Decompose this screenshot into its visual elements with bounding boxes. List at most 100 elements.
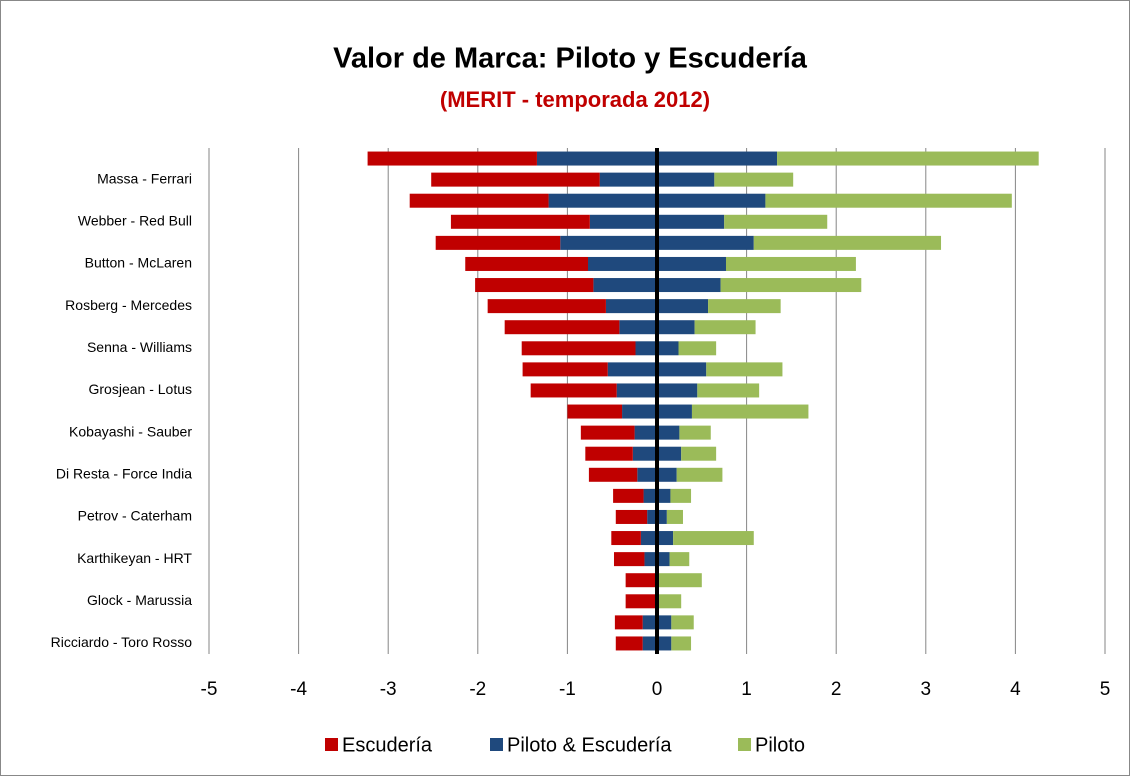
bar-escuderia <box>615 509 648 524</box>
bar-escuderia <box>611 531 641 546</box>
bar-piloto <box>670 488 692 503</box>
bar-piloto-escuderia <box>657 299 709 314</box>
bar-piloto-escuderia <box>599 172 657 187</box>
x-tick-label: 4 <box>1010 679 1021 700</box>
bar-escuderia <box>567 404 623 419</box>
y-tick-label: Massa - Ferrari <box>97 170 192 186</box>
bar-piloto-escuderia <box>657 214 725 229</box>
bar-piloto-escuderia <box>657 151 778 166</box>
bar-piloto-escuderia <box>635 341 657 356</box>
bar-piloto <box>694 320 756 335</box>
bar-piloto-escuderia <box>642 615 657 630</box>
x-tick-label: 2 <box>831 679 842 700</box>
bar-piloto-escuderia <box>657 531 674 546</box>
x-tick-label: -4 <box>290 679 307 700</box>
bar-piloto-escuderia <box>657 193 766 208</box>
bar-piloto-escuderia <box>548 193 657 208</box>
bar-piloto-escuderia <box>657 615 672 630</box>
bar-piloto <box>671 636 692 651</box>
bar-piloto-escuderia <box>657 341 679 356</box>
bar-escuderia <box>450 214 590 229</box>
bar-piloto-escuderia <box>616 383 657 398</box>
y-tick-label: Karthikeyan - HRT <box>77 550 192 566</box>
bar-piloto <box>724 214 828 229</box>
bar-piloto-escuderia <box>619 320 657 335</box>
bar-escuderia <box>585 446 633 461</box>
bar-escuderia <box>435 235 561 250</box>
bar-piloto-escuderia <box>642 636 657 651</box>
bar-piloto <box>673 531 754 546</box>
bar-escuderia <box>613 488 644 503</box>
x-tick-label: 3 <box>921 679 932 700</box>
bar-piloto-escuderia <box>632 446 657 461</box>
x-tick-label: 5 <box>1100 679 1111 700</box>
bar-piloto-escuderia <box>593 278 657 293</box>
bar-escuderia <box>504 320 620 335</box>
bar-piloto <box>671 615 694 630</box>
y-tick-label: Rosberg - Mercedes <box>65 297 192 313</box>
bar-piloto-escuderia <box>634 425 657 440</box>
bar-piloto-escuderia <box>657 172 715 187</box>
legend-label: Escudería <box>342 734 433 756</box>
bar-piloto-escuderia <box>657 362 707 377</box>
bar-piloto <box>777 151 1039 166</box>
bar-piloto-escuderia <box>643 488 657 503</box>
y-tick-label: Button - McLaren <box>85 255 192 271</box>
bar-piloto-escuderia <box>657 446 682 461</box>
legend-label: Piloto & Escudería <box>507 734 672 756</box>
bar-piloto-escuderia <box>657 509 667 524</box>
bar-piloto <box>679 425 711 440</box>
bar-piloto-escuderia <box>657 467 677 482</box>
bar-escuderia <box>625 594 657 609</box>
bar-piloto-escuderia <box>657 404 692 419</box>
y-tick-label: Ricciardo - Toro Rosso <box>51 634 193 650</box>
x-tick-label: -3 <box>380 679 397 700</box>
bar-piloto <box>657 573 702 588</box>
bar-escuderia <box>409 193 549 208</box>
x-tick-label: -2 <box>469 679 486 700</box>
y-tick-label: Kobayashi - Sauber <box>69 423 192 439</box>
bar-piloto <box>720 278 862 293</box>
bar-piloto-escuderia <box>657 425 680 440</box>
bar-escuderia <box>521 341 636 356</box>
x-tick-label: 0 <box>652 679 663 700</box>
bar-piloto-escuderia <box>589 214 657 229</box>
bar-escuderia <box>588 467 638 482</box>
chart-title: Valor de Marca: Piloto y Escudería <box>333 43 808 75</box>
bar-piloto-escuderia <box>647 509 657 524</box>
bar-piloto-escuderia <box>536 151 657 166</box>
y-tick-label: Glock - Marussia <box>87 592 192 608</box>
bar-escuderia <box>615 636 643 651</box>
bar-piloto <box>708 299 781 314</box>
bar-piloto <box>697 383 760 398</box>
bar-escuderia <box>367 151 537 166</box>
x-tick-label: 1 <box>741 679 752 700</box>
bar-piloto <box>691 404 809 419</box>
bar-escuderia <box>487 299 606 314</box>
bar-piloto <box>666 509 683 524</box>
y-tick-label: Di Resta - Force India <box>56 465 192 481</box>
bar-piloto <box>681 446 717 461</box>
bar-piloto-escuderia <box>607 362 657 377</box>
bar-piloto-escuderia <box>640 531 657 546</box>
bar-piloto-escuderia <box>657 383 698 398</box>
bar-piloto-escuderia <box>644 552 657 567</box>
bar-piloto <box>765 193 1012 208</box>
chart-subtitle: (MERIT - temporada 2012) <box>440 87 710 112</box>
bar-piloto-escuderia <box>637 467 657 482</box>
x-tick-label: -5 <box>201 679 218 700</box>
bar-piloto-escuderia <box>657 278 721 293</box>
bar-piloto <box>657 594 682 609</box>
x-tick-label: -1 <box>559 679 576 700</box>
legend-swatch <box>490 738 503 751</box>
bar-escuderia <box>580 425 635 440</box>
bar-piloto-escuderia <box>560 235 657 250</box>
bar-piloto <box>714 172 794 187</box>
bar-piloto <box>725 256 856 271</box>
bar-escuderia <box>465 256 589 271</box>
bar-piloto-escuderia <box>657 488 671 503</box>
legend-swatch <box>738 738 751 751</box>
bar-escuderia <box>431 172 600 187</box>
bar-piloto-escuderia <box>657 320 695 335</box>
